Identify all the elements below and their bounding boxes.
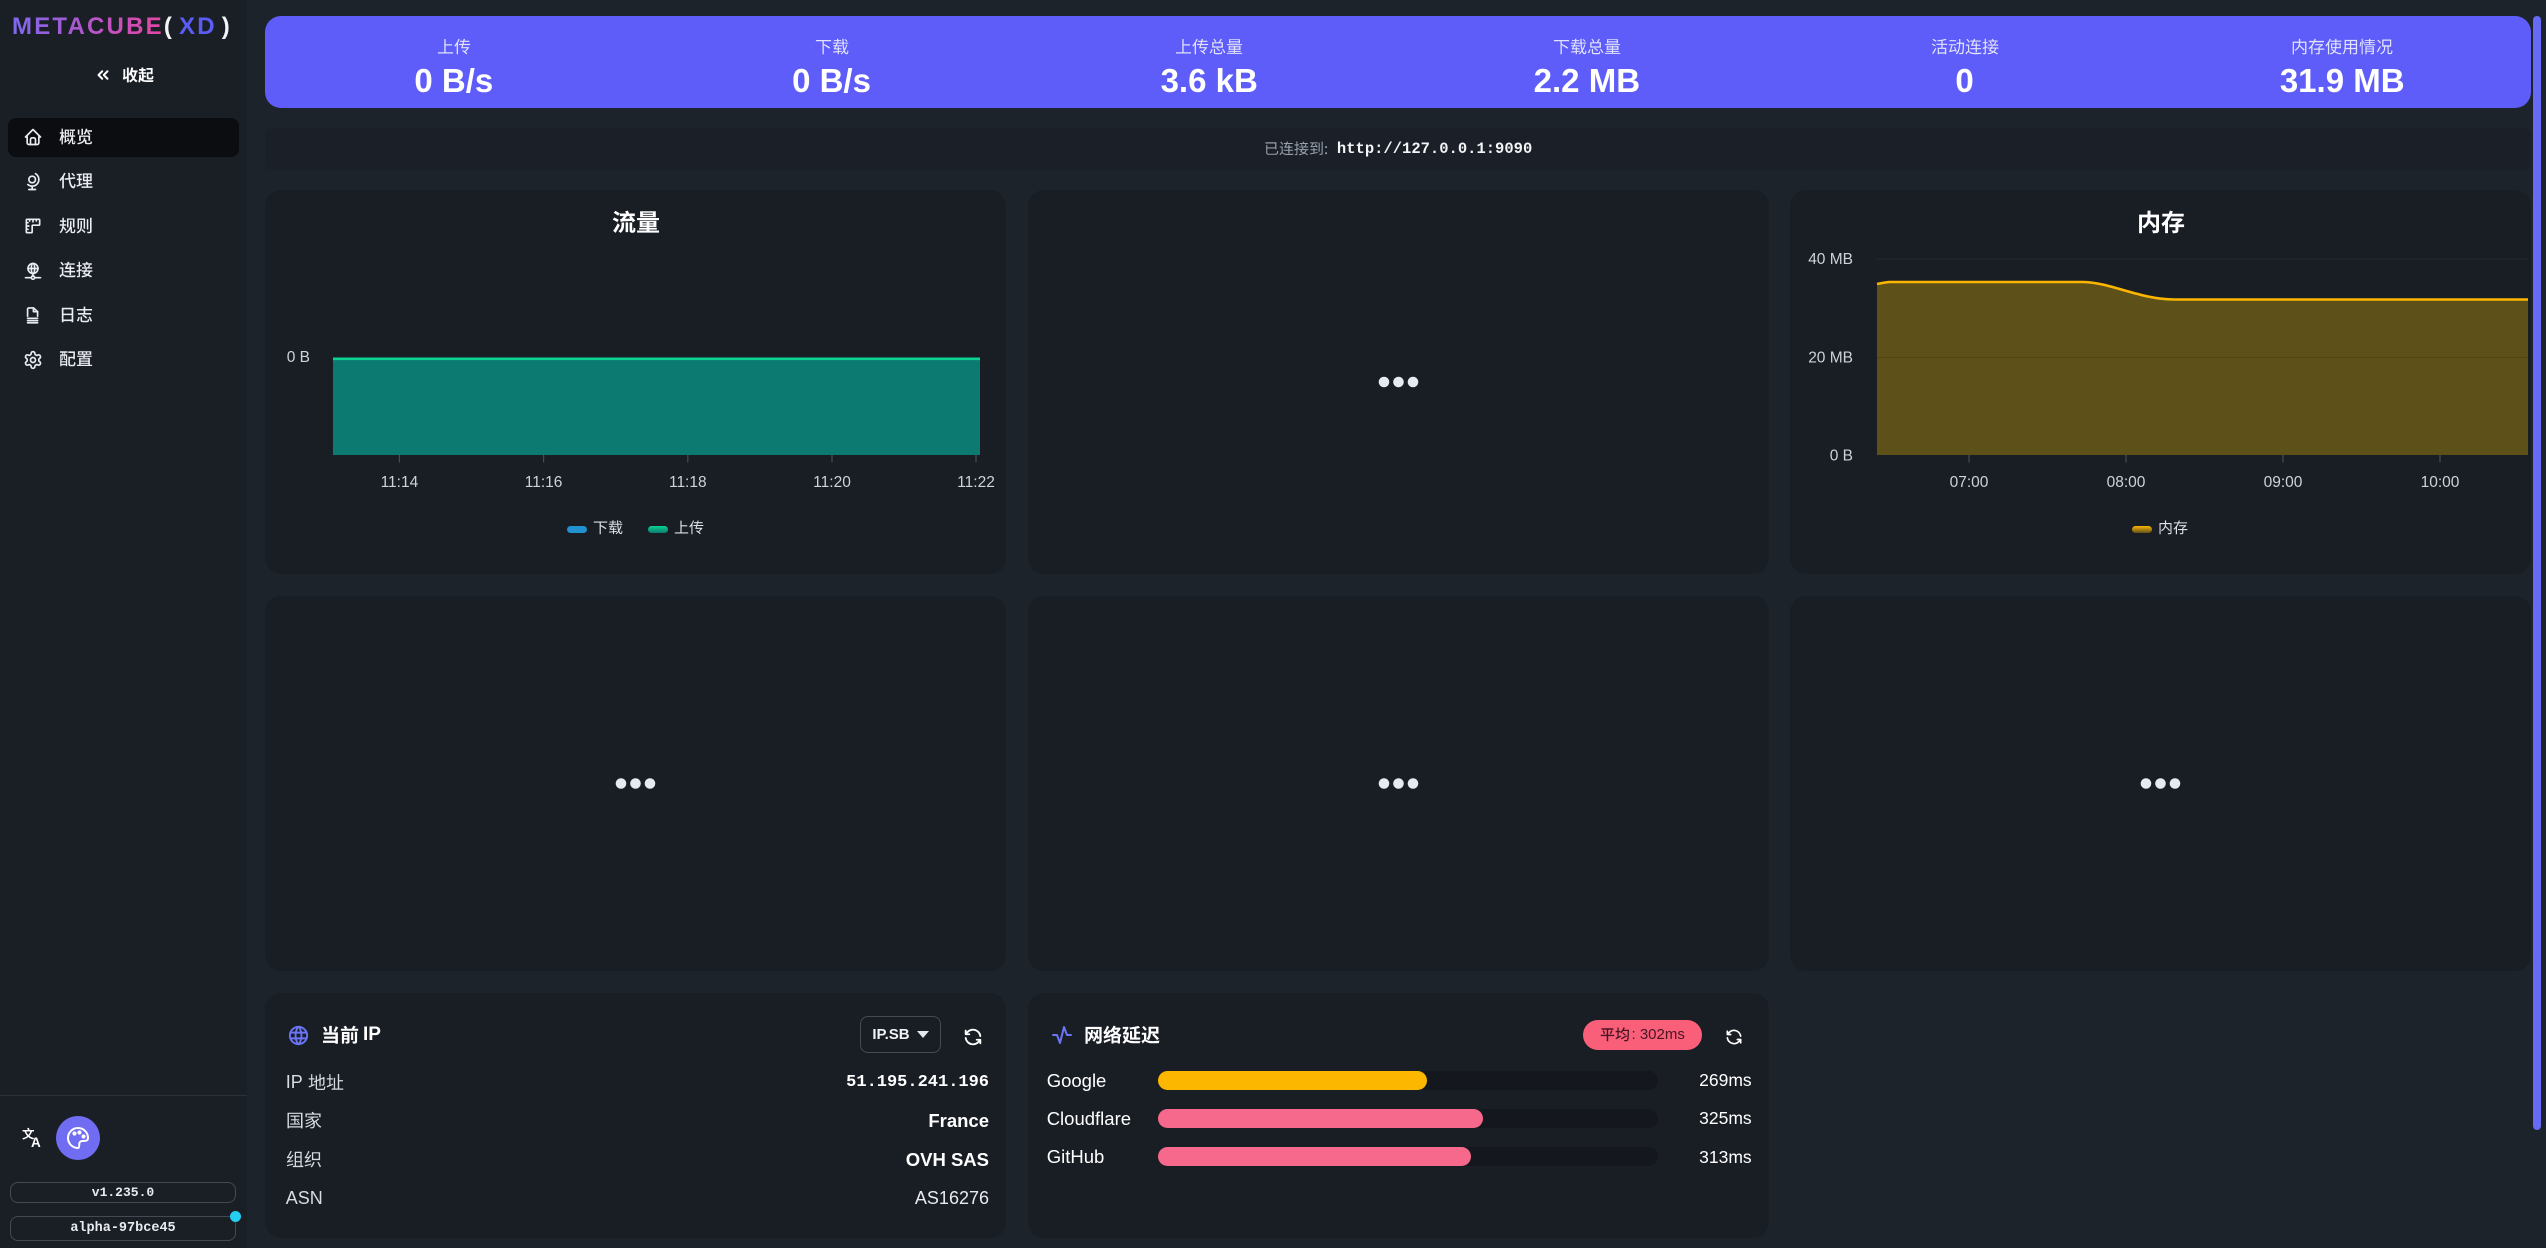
svg-text:09:00: 09:00 [2264,474,2303,491]
svg-text:07:00: 07:00 [1950,474,1989,491]
svg-text:11:14: 11:14 [381,474,419,491]
svg-text:08:00: 08:00 [2107,474,2146,491]
svg-text:11:20: 11:20 [813,474,851,491]
svg-text:20 MB: 20 MB [1808,350,1853,367]
svg-text:11:22: 11:22 [957,474,995,491]
svg-text:11:18: 11:18 [669,474,707,491]
svg-text:0 B: 0 B [1830,448,1853,465]
svg-text:10:00: 10:00 [2421,474,2460,491]
svg-text:11:16: 11:16 [525,474,563,491]
svg-text:40 MB: 40 MB [1808,251,1853,268]
svg-text:0 B: 0 B [287,349,310,366]
